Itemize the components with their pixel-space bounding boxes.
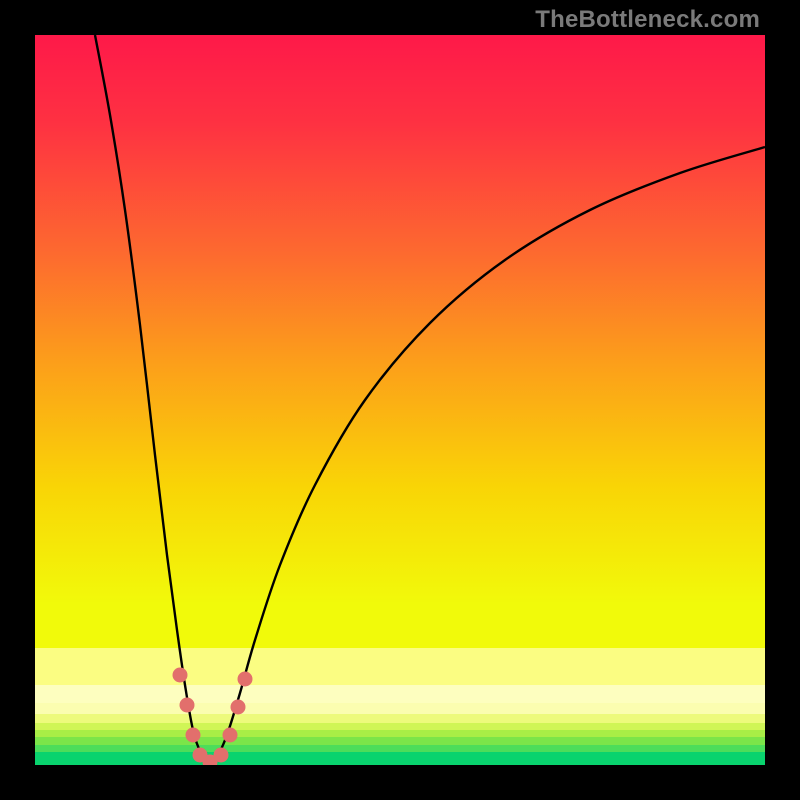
trough-marker	[186, 728, 201, 743]
frame-border-bottom	[0, 765, 800, 800]
curve-left-branch	[95, 35, 210, 762]
trough-marker	[238, 672, 253, 687]
trough-marker	[231, 700, 246, 715]
frame-border-right	[765, 0, 800, 800]
plot-area	[35, 35, 765, 765]
watermark-text: TheBottleneck.com	[535, 6, 760, 34]
trough-marker	[214, 748, 229, 763]
trough-marker	[180, 698, 195, 713]
chart-container: { "watermark": { "text": "TheBottleneck.…	[0, 0, 800, 800]
curve-right-branch	[210, 147, 765, 762]
frame-border-left	[0, 0, 35, 800]
trough-marker	[223, 728, 238, 743]
trough-marker	[173, 668, 188, 683]
curve-layer	[35, 35, 765, 765]
